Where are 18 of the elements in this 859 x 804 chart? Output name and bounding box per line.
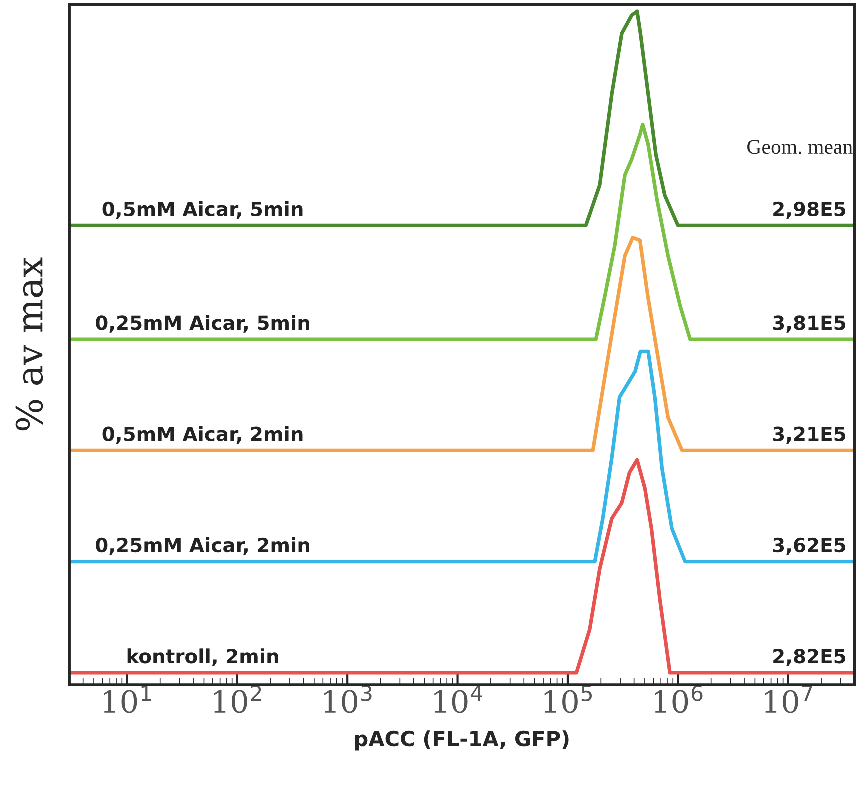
x-tick-label: 10$^{4}$ (434, 686, 482, 714)
annotation: 2,82E5 (774, 649, 846, 666)
series-label: 0,5mM Aicar, 2min (102, 426, 303, 444)
annotation: Geom. mean (748, 140, 853, 154)
annotation: 2,98E5 (774, 202, 846, 220)
x-tick-label: 10$^{6}$ (655, 685, 703, 714)
series-label: 0,25mM Aicar, 5min (96, 315, 310, 333)
series-label: 0,5mM Aicar, 5min (102, 202, 303, 220)
series-label: kontroll, 2min (128, 648, 278, 666)
x-tick-label: 10$^{2}$ (214, 685, 262, 714)
series-label: 0,25mM Aicar, 2min (96, 538, 310, 556)
x-tick-label: 10$^{1}$ (104, 686, 152, 714)
x-tick-label: 10$^{3}$ (324, 685, 372, 714)
x-axis-title: pACC (FL-1A, GFP) (355, 730, 569, 751)
annotation: 3,62E5 (773, 538, 846, 556)
annotation: 3,21E5 (773, 426, 846, 444)
annotation: 3,81E5 (773, 316, 846, 333)
y-axis-title: % av max (16, 258, 44, 431)
